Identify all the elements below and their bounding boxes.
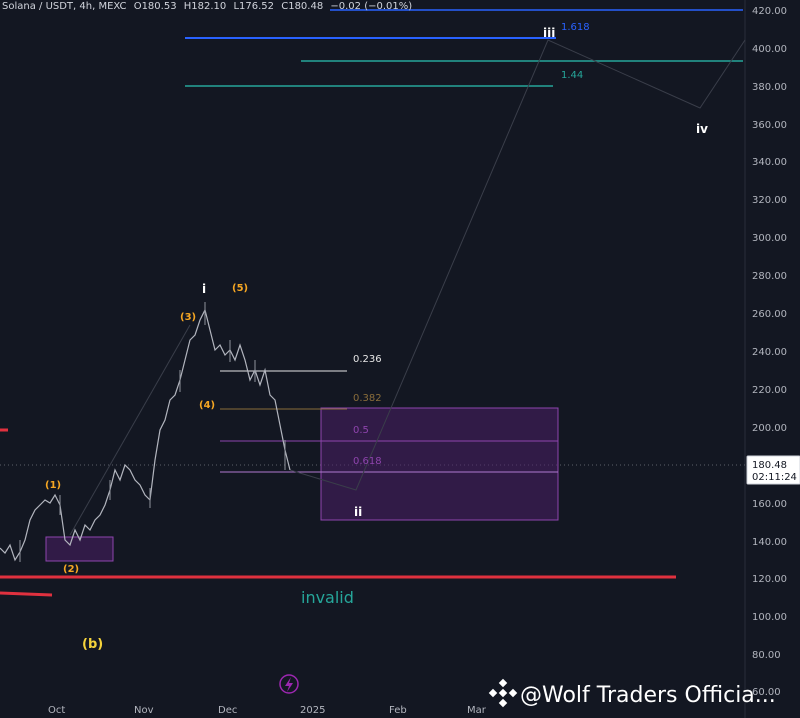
- price-tick: 400.00: [752, 44, 787, 55]
- fib-05-label: 0.5: [353, 425, 369, 436]
- time-tick: Feb: [389, 705, 407, 716]
- wave-label-sub4: (4): [199, 400, 215, 411]
- wave-label-b: (b): [82, 637, 103, 652]
- invalid-line-secondary[interactable]: [0, 591, 53, 597]
- fib-0382-label: 0.382: [353, 393, 382, 404]
- wave-2-zone-box[interactable]: [45, 536, 114, 562]
- fib-ext-144-label: 1.44: [561, 70, 583, 81]
- price-tick: 120.00: [752, 574, 787, 585]
- price-tick: 280.00: [752, 271, 787, 282]
- wave-label-sub1: (1): [45, 480, 61, 491]
- watermark: @Wolf Traders Officia...: [488, 678, 776, 708]
- last-price-value: 180.48: [752, 460, 787, 471]
- price-tick: 420.00: [752, 6, 787, 17]
- time-tick: 2025: [300, 705, 325, 716]
- fib-ext-1618-label: 1.618: [561, 22, 590, 33]
- time-tick: Oct: [48, 705, 65, 716]
- wave-label-i: i: [202, 282, 206, 296]
- last-price-badge: 180.48 02:11:24: [746, 455, 800, 485]
- price-tick: 340.00: [752, 157, 787, 168]
- watermark-text: @Wolf Traders Officia...: [520, 683, 776, 708]
- projected-wave-path: [289, 39, 746, 491]
- target-zone-box[interactable]: [320, 407, 559, 521]
- price-tick: 200.00: [752, 423, 787, 434]
- invalid-label: invalid: [301, 588, 354, 607]
- wave-label-sub3: (3): [180, 312, 196, 323]
- price-tick: 260.00: [752, 309, 787, 320]
- price-tick: 360.00: [752, 120, 787, 131]
- wave-label-iii: iii: [543, 26, 555, 40]
- candlestick-series: [0, 308, 291, 562]
- fib-0618-label: 0.618: [353, 456, 382, 467]
- time-tick: Nov: [134, 705, 154, 716]
- price-tick: 380.00: [752, 82, 787, 93]
- fib-0236-label: 0.236: [353, 354, 382, 365]
- candle-wicks: [19, 302, 286, 562]
- price-tick: 80.00: [752, 650, 781, 661]
- price-axis[interactable]: 420.00 400.00 380.00 360.00 340.00 320.0…: [752, 6, 787, 698]
- price-tick: 100.00: [752, 612, 787, 623]
- wave-label-iv: iv: [696, 122, 708, 136]
- wave-label-sub5: (5): [232, 283, 248, 294]
- price-tick: 160.00: [752, 499, 787, 510]
- lightning-icon[interactable]: [279, 674, 299, 694]
- time-tick: Dec: [218, 705, 237, 716]
- countdown-timer: 02:11:24: [752, 472, 797, 483]
- time-tick: Mar: [467, 705, 487, 716]
- price-tick: 60.00: [752, 687, 781, 698]
- symbol-header[interactable]: Solana / USDT, 4h, MEXC O180.53 H182.10 …: [2, 1, 412, 12]
- time-axis[interactable]: Oct Nov Dec 2025 Feb Mar: [48, 705, 487, 716]
- wave-label-sub2: (2): [63, 564, 79, 575]
- price-tick: 140.00: [752, 537, 787, 548]
- price-tick: 220.00: [752, 385, 787, 396]
- price-tick: 320.00: [752, 195, 787, 206]
- wave-label-ii: ii: [354, 505, 362, 519]
- price-tick: 240.00: [752, 347, 787, 358]
- wave-guide-line: [69, 324, 191, 536]
- binance-logo-icon: [488, 678, 518, 708]
- price-tick: 300.00: [752, 233, 787, 244]
